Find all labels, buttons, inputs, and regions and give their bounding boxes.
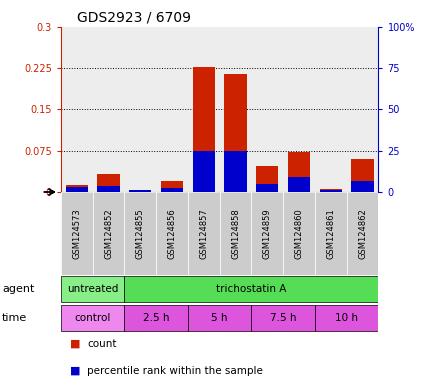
- Text: GDS2923 / 6709: GDS2923 / 6709: [77, 10, 191, 24]
- Text: GSM124857: GSM124857: [199, 208, 208, 259]
- Bar: [224, 151, 246, 192]
- Text: time: time: [2, 313, 27, 323]
- Bar: [61, 27, 92, 192]
- Bar: [124, 27, 156, 192]
- Bar: [92, 27, 124, 192]
- Bar: [92, 192, 124, 275]
- Bar: [97, 174, 119, 192]
- Bar: [351, 159, 373, 192]
- Bar: [314, 27, 346, 192]
- Bar: [61, 305, 124, 331]
- Bar: [66, 187, 88, 192]
- Bar: [283, 192, 314, 275]
- Text: 7.5 h: 7.5 h: [270, 313, 296, 323]
- Bar: [287, 177, 309, 192]
- Bar: [97, 186, 119, 192]
- Bar: [187, 192, 219, 275]
- Bar: [314, 192, 346, 275]
- Bar: [66, 185, 88, 192]
- Text: agent: agent: [2, 284, 34, 294]
- Bar: [224, 74, 246, 192]
- Text: 10 h: 10 h: [335, 313, 357, 323]
- Bar: [319, 190, 341, 192]
- Text: GSM124860: GSM124860: [294, 208, 303, 259]
- Bar: [287, 152, 309, 192]
- Text: GSM124859: GSM124859: [262, 208, 271, 258]
- Text: GSM124856: GSM124856: [167, 208, 176, 259]
- Text: GSM124862: GSM124862: [357, 208, 366, 259]
- Text: ■: ■: [69, 366, 80, 376]
- Bar: [346, 192, 378, 275]
- Text: untreated: untreated: [67, 284, 118, 294]
- Bar: [192, 66, 214, 192]
- Bar: [251, 27, 283, 192]
- Text: count: count: [87, 339, 116, 349]
- Bar: [251, 305, 314, 331]
- Bar: [124, 305, 187, 331]
- Text: ■: ■: [69, 339, 80, 349]
- Bar: [219, 27, 251, 192]
- Text: percentile rank within the sample: percentile rank within the sample: [87, 366, 262, 376]
- Bar: [124, 276, 378, 302]
- Text: control: control: [74, 313, 111, 323]
- Bar: [156, 27, 187, 192]
- Bar: [251, 192, 283, 275]
- Bar: [283, 27, 314, 192]
- Text: GSM124858: GSM124858: [230, 208, 240, 259]
- Text: GSM124855: GSM124855: [135, 208, 145, 258]
- Bar: [351, 181, 373, 192]
- Bar: [187, 305, 251, 331]
- Text: GSM124861: GSM124861: [326, 208, 335, 259]
- Text: trichostatin A: trichostatin A: [216, 284, 286, 294]
- Text: GSM124573: GSM124573: [72, 208, 81, 259]
- Bar: [219, 192, 251, 275]
- Bar: [129, 190, 151, 192]
- Bar: [256, 184, 278, 192]
- Bar: [129, 191, 151, 192]
- Bar: [156, 192, 187, 275]
- Text: 5 h: 5 h: [211, 313, 227, 323]
- Text: 2.5 h: 2.5 h: [143, 313, 169, 323]
- Bar: [192, 151, 214, 192]
- Bar: [161, 181, 183, 192]
- Bar: [346, 27, 378, 192]
- Bar: [61, 276, 124, 302]
- Bar: [319, 189, 341, 192]
- Bar: [61, 192, 92, 275]
- Bar: [124, 192, 156, 275]
- Bar: [256, 166, 278, 192]
- Bar: [314, 305, 378, 331]
- Text: GSM124852: GSM124852: [104, 208, 113, 258]
- Bar: [187, 27, 219, 192]
- Bar: [161, 188, 183, 192]
